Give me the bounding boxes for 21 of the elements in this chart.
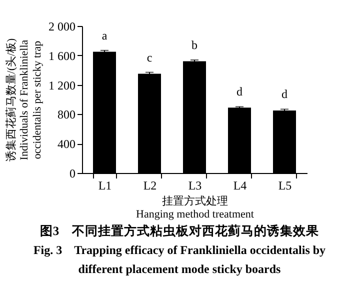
y-tick-label: 1 600 [48, 48, 76, 63]
caption: Fig. 3 Trapping efficacy of Frankliniella occidentalis by [33, 243, 326, 257]
y-tick-label: 2 000 [48, 20, 76, 34]
annotation: a [102, 28, 108, 42]
y-axis-title: 诱集西花蓟马数量/(头/板) Individuals of Frankliniella occidentalis per sticky trap [4, 38, 44, 162]
x-tick-label: L5 [278, 178, 292, 192]
x-tick-label: L4 [233, 178, 247, 192]
caption: 图3 不同挂置方式粘虫板对西花蓟马的诱集效果 [40, 223, 320, 238]
text: different placement mode sticky boards [78, 262, 282, 276]
annotation: d [282, 87, 288, 102]
y-tick-label: 800 [58, 108, 76, 122]
annotation: c [146, 50, 152, 64]
x-tick-label: L2 [143, 178, 157, 192]
y-tick-label: 0 [70, 166, 76, 180]
x-tick-label: L1 [98, 178, 112, 192]
y-tick-label: 1 200 [48, 78, 76, 92]
annotation: d [236, 84, 242, 99]
x-tick-label: L3 [188, 178, 202, 192]
annotation: b [192, 38, 198, 52]
x-axis-title: 挂置方式处理 Hanging method treatment [136, 194, 254, 220]
y-tick-label: 400 [58, 137, 76, 152]
